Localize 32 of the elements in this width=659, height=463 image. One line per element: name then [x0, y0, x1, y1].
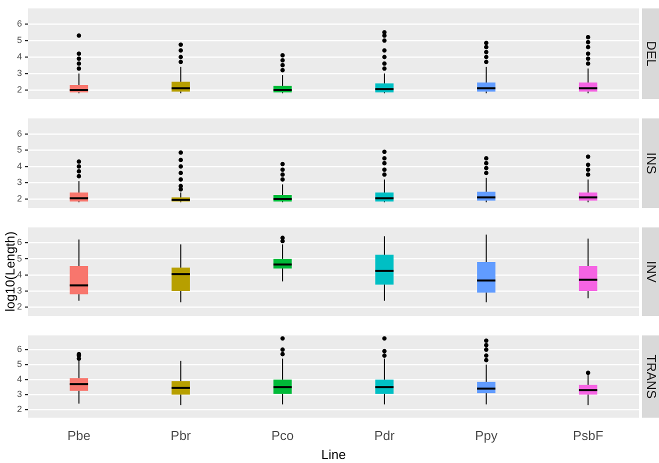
x-tick-label: Pbr: [170, 428, 192, 444]
y-tick-label: 3: [16, 286, 22, 296]
y-tick-label: 4: [16, 160, 22, 171]
y-tick-label: 6: [16, 128, 22, 138]
y-tick-label: 3: [16, 68, 22, 78]
x-tick-label: PsbF: [572, 428, 604, 444]
y-tick-label: 6: [16, 18, 22, 29]
x-axis-title: Line: [321, 446, 346, 462]
y-tick-label: 2: [16, 404, 22, 414]
text: DEL: [644, 41, 659, 66]
text: INS: [644, 152, 659, 174]
y-tick-label: 4: [16, 269, 22, 280]
x-tick-label: Pdr: [374, 428, 396, 444]
y-tick-label: 2: [16, 194, 22, 204]
y-tick-label: 6: [16, 344, 22, 354]
y-tick-label: 4: [16, 51, 22, 62]
y-tick-label: 5: [16, 359, 22, 370]
y-tick-label: 2: [16, 302, 22, 312]
text: INV: [644, 260, 659, 283]
y-tick-label: 2: [16, 84, 22, 94]
y-tick-label: 5: [16, 144, 22, 155]
y-tick-label: 6: [16, 237, 22, 248]
text: TRANS: [644, 354, 659, 399]
y-tick-label: 3: [16, 177, 22, 188]
x-tick-label: Pbe: [67, 428, 90, 444]
y-tick-label: 5: [16, 253, 22, 264]
y-axis-title: log10(Length): [2, 230, 18, 314]
y-tick-label: 3: [16, 389, 22, 400]
x-tick-label: Ppy: [475, 428, 498, 444]
y-tick-label: 4: [16, 374, 22, 384]
y-tick-label: 5: [16, 35, 22, 46]
x-tick-label: Pco: [271, 428, 294, 444]
